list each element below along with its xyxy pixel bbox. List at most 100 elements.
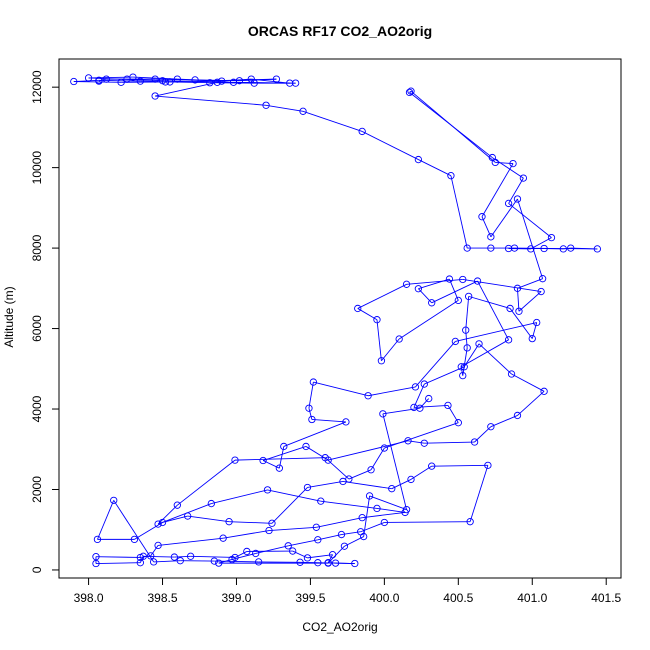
series-line-segment	[267, 489, 321, 502]
series-line-segment	[113, 500, 155, 563]
data-point	[284, 542, 292, 550]
series-line-segment	[308, 381, 314, 409]
data-point	[154, 541, 162, 550]
data-point	[407, 87, 415, 95]
data-point	[337, 530, 346, 539]
data-point	[255, 558, 263, 566]
series-line-segment	[449, 278, 459, 301]
data-point	[380, 444, 389, 452]
data-point	[404, 437, 412, 445]
series-line-segment	[234, 457, 326, 461]
y-tick-label: 4000	[30, 395, 44, 422]
series-line-segment	[517, 198, 544, 279]
series-line-segment	[410, 90, 496, 163]
data-point	[414, 155, 423, 164]
data-point	[289, 547, 297, 555]
data-point	[339, 477, 347, 486]
data-point	[380, 518, 389, 527]
series-line-segment	[88, 76, 133, 79]
data-point	[462, 326, 470, 334]
data-point	[466, 518, 474, 526]
series-line-segment	[384, 521, 471, 523]
data-point	[377, 357, 386, 365]
data-point	[265, 526, 273, 535]
series-line-segment	[381, 338, 400, 362]
series-line-segment	[95, 556, 141, 558]
data-point	[210, 557, 218, 565]
data-point	[305, 404, 313, 412]
data-point	[373, 316, 381, 324]
data-point	[459, 371, 467, 380]
data-point	[504, 244, 513, 253]
data-point	[328, 551, 337, 559]
series-line-segment	[271, 487, 308, 524]
data-point	[184, 512, 192, 520]
series-line-segment	[157, 503, 212, 525]
data-point	[231, 456, 239, 464]
data-point	[358, 514, 366, 522]
data-point	[291, 79, 300, 87]
data-point	[218, 77, 226, 85]
data-point	[321, 454, 329, 462]
series-line-segment	[424, 366, 465, 385]
data-point	[314, 559, 322, 567]
y-tick-label: 8000	[30, 234, 44, 261]
series-line-segment	[307, 554, 333, 559]
x-tick-label: 398.0	[74, 591, 104, 605]
marker-layer	[70, 73, 601, 568]
data-point	[447, 172, 455, 180]
series-line-segment	[490, 415, 518, 428]
y-tick-label: 2000	[30, 476, 44, 503]
data-point	[303, 483, 312, 492]
y-tick-label: 10000	[30, 151, 44, 185]
series-line-segment	[474, 426, 492, 443]
data-point	[93, 535, 102, 544]
series-line-segment	[462, 347, 468, 376]
series-line-segment	[150, 545, 159, 557]
data-point	[414, 285, 423, 293]
series-line-segment	[162, 515, 188, 523]
series-line-segment	[431, 464, 488, 467]
x-tick-label: 399.0	[221, 591, 251, 605]
data-point	[364, 392, 372, 400]
data-point	[515, 307, 523, 315]
data-point	[540, 387, 548, 395]
series-line-segment	[308, 408, 313, 420]
data-point	[457, 363, 465, 371]
series-line-segment	[313, 381, 369, 397]
series-line-segment	[376, 507, 406, 513]
data-point	[303, 554, 312, 562]
series-line-segment	[481, 216, 492, 238]
data-point	[428, 462, 436, 470]
data-point	[117, 78, 125, 86]
data-point	[110, 496, 118, 505]
data-point	[487, 423, 495, 431]
series-line-segment	[517, 278, 543, 289]
data-point	[147, 552, 155, 560]
series-line-segment	[73, 79, 99, 82]
series-line-segment	[134, 522, 163, 540]
series-line-segment	[419, 398, 430, 409]
data-point	[136, 559, 144, 567]
data-point	[130, 535, 139, 544]
data-point	[379, 410, 387, 418]
series-line-segment	[140, 80, 170, 83]
series-line-segment	[431, 280, 478, 304]
data-point	[416, 404, 424, 412]
series-line-segment	[302, 110, 363, 132]
series-line-segment	[418, 278, 450, 290]
series-line-segment	[361, 131, 419, 160]
data-point	[475, 340, 483, 348]
data-point	[354, 304, 362, 313]
plot-area-frame	[58, 58, 622, 579]
series-line-segment	[324, 457, 350, 480]
data-point	[136, 77, 144, 85]
data-point	[170, 553, 179, 561]
data-point	[324, 559, 332, 567]
data-point	[388, 485, 396, 493]
series-line-segment	[316, 517, 363, 528]
data-point	[302, 442, 310, 451]
data-point	[95, 76, 103, 84]
series-line-segment	[468, 295, 511, 309]
series-line-segment	[455, 322, 537, 342]
